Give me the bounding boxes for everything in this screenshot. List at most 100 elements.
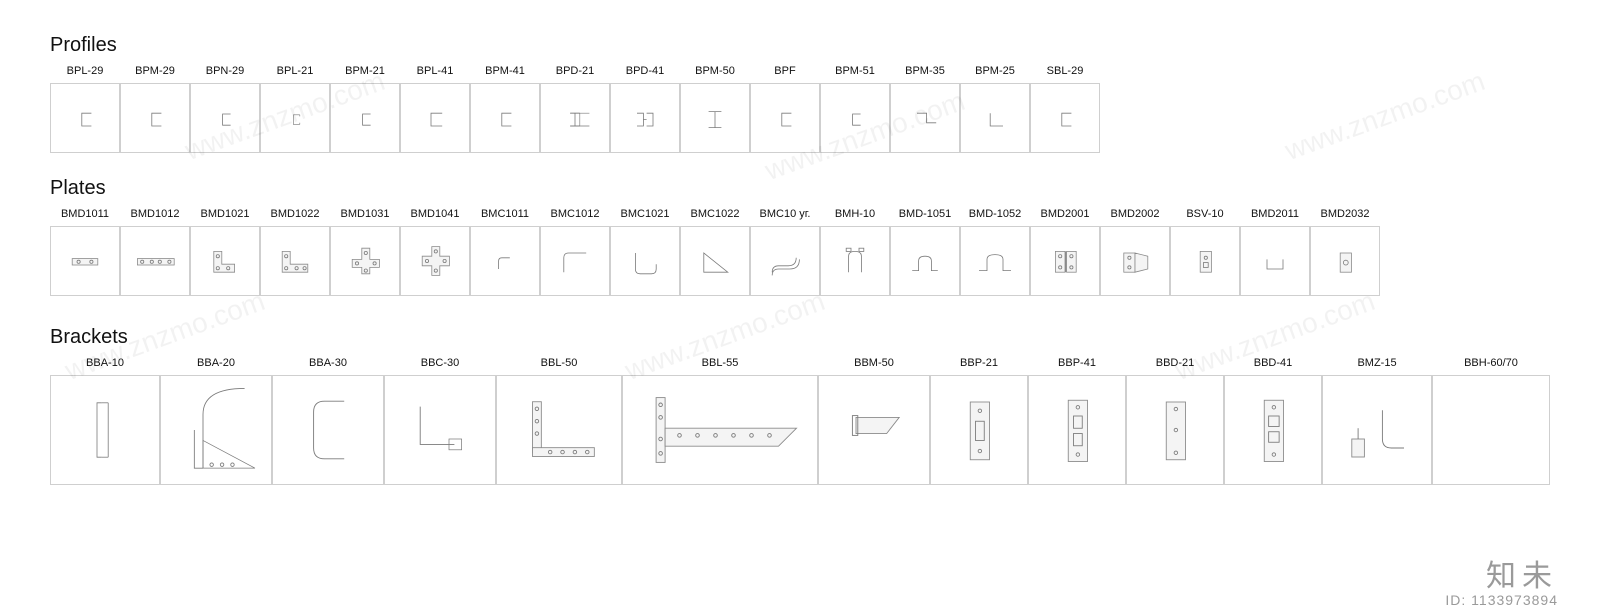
cell	[610, 83, 680, 153]
cell	[190, 226, 260, 296]
label: BBP-21	[930, 357, 1028, 369]
cell	[260, 226, 330, 296]
label: BMD-1051	[890, 208, 960, 220]
label: BMD1011	[50, 208, 120, 220]
cell	[930, 375, 1028, 485]
label: BBP-41	[1028, 357, 1126, 369]
profiles-cells	[50, 83, 1550, 153]
label: BPM-29	[120, 65, 190, 77]
cell	[50, 375, 160, 485]
plates-title: Plates	[50, 177, 1550, 200]
cell	[1100, 226, 1170, 296]
cell	[540, 83, 610, 153]
cell	[160, 375, 272, 485]
cell	[330, 226, 400, 296]
cell	[470, 226, 540, 296]
label: BMD1041	[400, 208, 470, 220]
label: BMC1021	[610, 208, 680, 220]
watermark-logo: 知未	[1445, 562, 1558, 592]
label: BMD1021	[190, 208, 260, 220]
label: BPL-21	[260, 65, 330, 77]
label: BMD1012	[120, 208, 190, 220]
profiles-title: Profiles	[50, 34, 1550, 57]
cell	[820, 226, 890, 296]
label: BBD-41	[1224, 357, 1322, 369]
cell	[330, 83, 400, 153]
watermark-id: ID: 1133973894	[1445, 592, 1558, 608]
cell	[1224, 375, 1322, 485]
label: BPM-21	[330, 65, 400, 77]
label: BMC10 уг.	[750, 208, 820, 220]
cell	[680, 226, 750, 296]
label: BBA-30	[272, 357, 384, 369]
cell	[260, 83, 330, 153]
label: BMD2032	[1310, 208, 1380, 220]
label: BMD1031	[330, 208, 400, 220]
label: BMH-10	[820, 208, 890, 220]
cell	[384, 375, 496, 485]
cell	[1126, 375, 1224, 485]
plates-labels: BMD1011BMD1012BMD1021BMD1022BMD1031BMD10…	[50, 208, 1550, 220]
label: BPL-29	[50, 65, 120, 77]
label: BPD-41	[610, 65, 680, 77]
cell	[960, 83, 1030, 153]
brackets-title: Brackets	[50, 326, 1550, 349]
label: BBA-10	[50, 357, 160, 369]
cell	[1310, 226, 1380, 296]
label: BMZ-15	[1322, 357, 1432, 369]
label: BPD-21	[540, 65, 610, 77]
cell	[820, 83, 890, 153]
cell	[680, 83, 750, 153]
brackets-cells	[50, 375, 1550, 485]
cell	[890, 226, 960, 296]
cell	[622, 375, 818, 485]
label: BMD2011	[1240, 208, 1310, 220]
cell	[1030, 83, 1100, 153]
cell	[750, 83, 820, 153]
cell	[470, 83, 540, 153]
cell	[1240, 226, 1310, 296]
label: BPM-25	[960, 65, 1030, 77]
label: BMD1022	[260, 208, 330, 220]
label: BPM-50	[680, 65, 750, 77]
label: BBC-30	[384, 357, 496, 369]
brackets-labels: BBA-10BBA-20BBA-30BBC-30BBL-50BBL-55BBM-…	[50, 357, 1550, 369]
cell	[1028, 375, 1126, 485]
label: BMC1012	[540, 208, 610, 220]
cell	[50, 83, 120, 153]
label: BMC1011	[470, 208, 540, 220]
page: www.znzmo.com www.znzmo.com www.znzmo.co…	[0, 0, 1600, 616]
cell	[540, 226, 610, 296]
label: BBA-20	[160, 357, 272, 369]
cell	[960, 226, 1030, 296]
label: BBL-50	[496, 357, 622, 369]
cell	[1432, 375, 1550, 485]
cell	[50, 226, 120, 296]
cell	[890, 83, 960, 153]
label: BSV-10	[1170, 208, 1240, 220]
cell	[272, 375, 384, 485]
label: BMC1022	[680, 208, 750, 220]
label: BPN-29	[190, 65, 260, 77]
label: BBH-60/70	[1432, 357, 1550, 369]
cell	[400, 226, 470, 296]
watermark-block: 知未 ID: 1133973894	[1445, 562, 1558, 608]
label: BPL-41	[400, 65, 470, 77]
label: BMD-1052	[960, 208, 1030, 220]
label: BBM-50	[818, 357, 930, 369]
profiles-labels: BPL-29BPM-29BPN-29BPL-21BPM-21BPL-41BPM-…	[50, 65, 1550, 77]
cell	[1170, 226, 1240, 296]
cell	[750, 226, 820, 296]
label: BBD-21	[1126, 357, 1224, 369]
cell	[1322, 375, 1432, 485]
plates-cells	[50, 226, 1550, 296]
cell	[190, 83, 260, 153]
cell	[120, 83, 190, 153]
cell	[818, 375, 930, 485]
cell	[610, 226, 680, 296]
label: BPM-41	[470, 65, 540, 77]
label: BBL-55	[622, 357, 818, 369]
label: BMD2001	[1030, 208, 1100, 220]
label: BPM-35	[890, 65, 960, 77]
label: BMD2002	[1100, 208, 1170, 220]
